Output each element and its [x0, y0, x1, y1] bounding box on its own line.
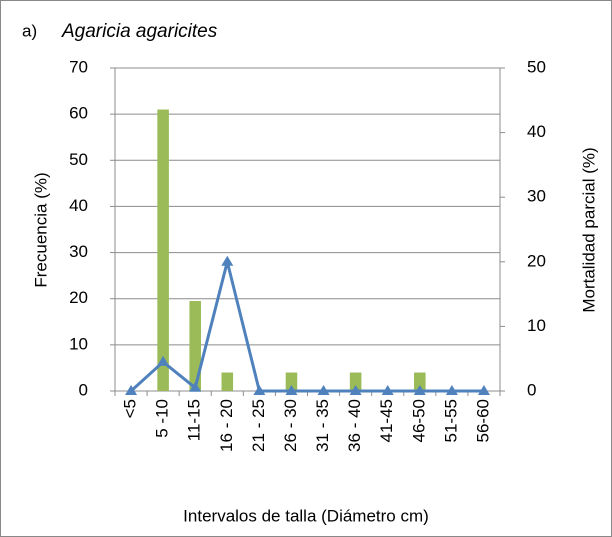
y-tick-label: 40 [69, 196, 88, 215]
marker [253, 385, 266, 395]
y-tick-label: 70 [69, 57, 88, 76]
marker [381, 385, 394, 395]
y2-tick-label: 0 [527, 380, 536, 399]
y2-tick-label: 10 [527, 316, 546, 335]
x-tick-label: <5 [121, 399, 140, 418]
y-tick-label: 30 [69, 242, 88, 261]
marker [221, 255, 234, 266]
panel-label: a) [22, 21, 37, 40]
x-tick-label: 26 - 30 [281, 399, 300, 452]
y-tick-label: 10 [69, 334, 88, 353]
y2-axis-label: Mortalidad parcial (%) [579, 147, 598, 312]
x-tick-label: 51-55 [441, 399, 460, 442]
y-axis-label: Frecuencia (%) [31, 172, 50, 287]
x-tick-label: 11-15 [185, 399, 204, 441]
x-tick-label: 31 - 35 [313, 399, 332, 452]
marker [189, 381, 202, 392]
bar [285, 372, 298, 391]
marker [125, 385, 138, 395]
y2-tick-label: 40 [527, 122, 546, 141]
x-tick-label: 36 - 40 [345, 399, 364, 452]
marker [285, 385, 298, 395]
x-tick-label: 21 - 25 [249, 399, 268, 452]
marker [157, 355, 170, 366]
bar [189, 301, 201, 391]
y2-tick-label: 30 [527, 187, 546, 206]
x-tick-label: 16 - 20 [217, 399, 236, 452]
bar [349, 372, 362, 391]
y2-tick-label: 20 [527, 251, 546, 270]
y-tick-label: 60 [69, 104, 88, 123]
x-tick-label: 46-50 [409, 399, 428, 442]
marker [445, 385, 458, 395]
x-tick-label: 5 -10 [153, 399, 172, 438]
y-tick-label: 50 [69, 150, 88, 169]
y-tick-label: 0 [79, 380, 88, 399]
chart-title: Agaricia agaricites [61, 21, 218, 42]
bar [221, 372, 234, 391]
y2-tick-label: 50 [527, 57, 546, 76]
marker [349, 385, 362, 395]
marker [477, 385, 490, 395]
bar [414, 372, 426, 391]
y-tick-label: 20 [69, 288, 88, 307]
bar [157, 109, 169, 392]
marker [413, 385, 426, 395]
x-axis-label: Intervalos de talla (Diámetro cm) [183, 506, 429, 525]
marker [317, 385, 330, 395]
line [130, 260, 484, 393]
x-tick-label: 56-60 [473, 399, 492, 442]
x-tick-label: 41-45 [377, 399, 396, 442]
